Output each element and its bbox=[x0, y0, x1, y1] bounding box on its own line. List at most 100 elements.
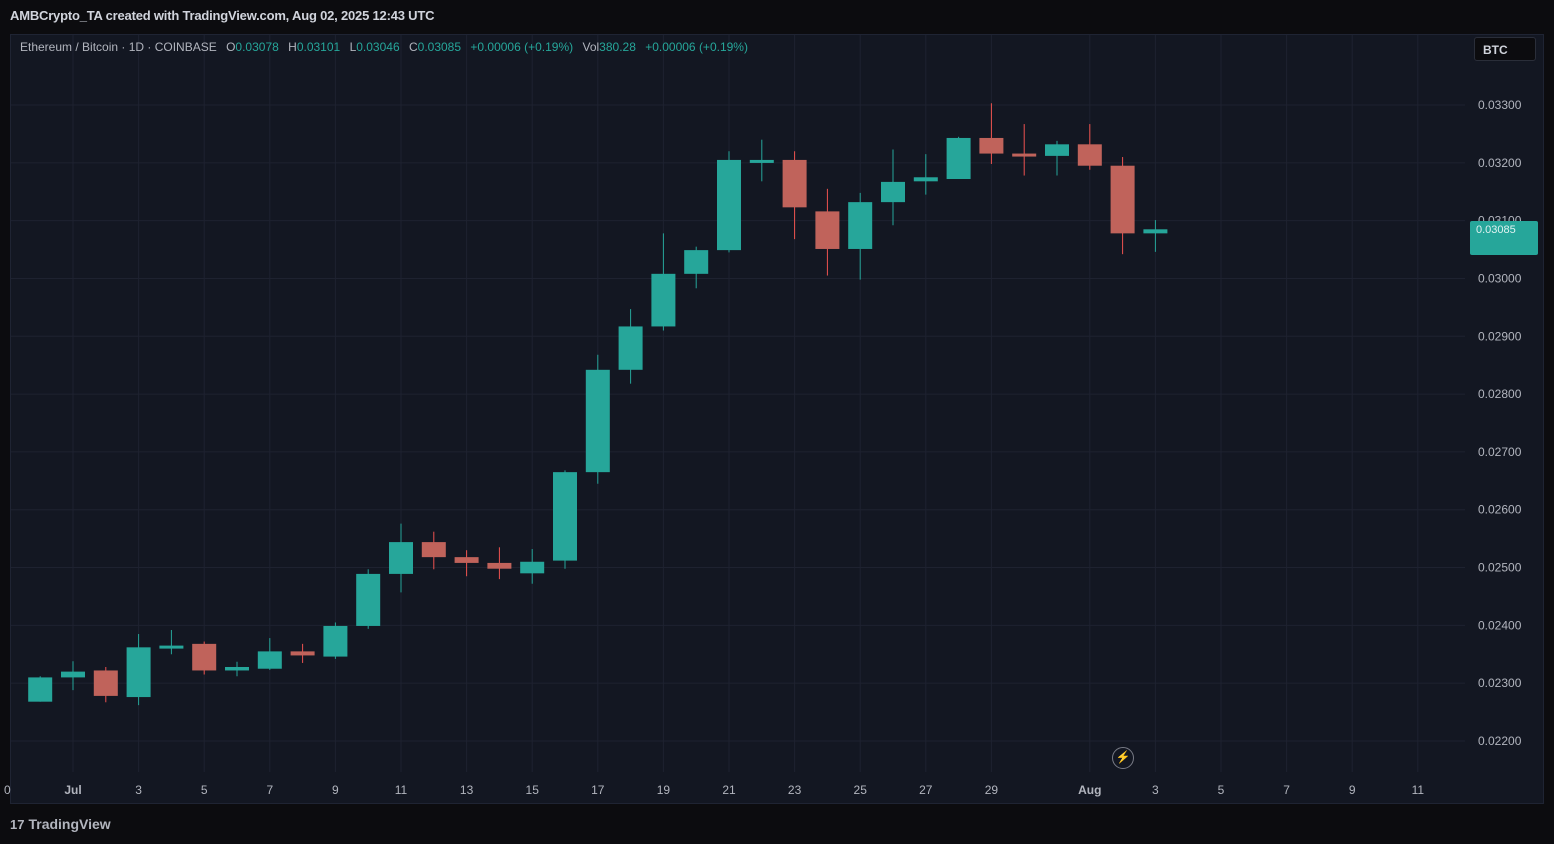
candle-body bbox=[1012, 153, 1037, 157]
time-tick-label: 29 bbox=[985, 783, 999, 797]
candle-body bbox=[290, 651, 315, 656]
price-tick-label: 0.02600 bbox=[1478, 503, 1522, 517]
change-value: +0.00006 (+0.19%) bbox=[470, 40, 574, 54]
time-tick-label: 17 bbox=[591, 783, 605, 797]
candle-body bbox=[848, 202, 873, 249]
price-tick-label: 0.03000 bbox=[1478, 271, 1522, 285]
candle-body bbox=[61, 671, 85, 678]
price-axis[interactable]: 0.033000.032000.031000.030000.029000.028… bbox=[1478, 98, 1522, 748]
candle bbox=[61, 661, 85, 691]
candle-body bbox=[1110, 165, 1135, 234]
symbol-legend: Ethereum / Bitcoin · 1D · COINBASE O0.03… bbox=[20, 40, 748, 54]
candle-body bbox=[1077, 144, 1102, 166]
candle-body bbox=[1143, 229, 1168, 234]
candle-body bbox=[159, 645, 184, 649]
time-tick-label: Jul bbox=[64, 783, 81, 797]
candle bbox=[585, 354, 610, 484]
last-price-value: 0.03085 bbox=[1476, 224, 1516, 236]
candle-body bbox=[618, 326, 643, 370]
candle-body bbox=[487, 562, 512, 569]
candle bbox=[1077, 124, 1102, 170]
candle-body bbox=[979, 137, 1004, 154]
currency-button[interactable]: BTC bbox=[1474, 37, 1536, 61]
candle bbox=[1110, 157, 1135, 255]
time-axis[interactable]: 0 Jul 3 5 7 9 11 13 15 17 19 21 23 25 27 29 Aug 3 5 7 9 11 bbox=[4, 783, 1424, 797]
price-tick-label: 0.02400 bbox=[1478, 618, 1522, 632]
candle bbox=[815, 188, 840, 276]
candle-body bbox=[323, 625, 348, 657]
time-tick-label: 27 bbox=[919, 783, 933, 797]
candle-body bbox=[389, 542, 413, 574]
last-price-tag: 0.03085 bbox=[1470, 221, 1538, 255]
candle-body bbox=[225, 666, 249, 671]
time-tick-label: 25 bbox=[854, 783, 868, 797]
candle-body bbox=[717, 159, 741, 251]
candle bbox=[421, 531, 446, 570]
candle bbox=[225, 661, 249, 677]
close-label: C bbox=[408, 40, 418, 54]
candle bbox=[618, 309, 643, 384]
time-tick-label: 3 bbox=[135, 783, 142, 797]
candle bbox=[946, 136, 971, 180]
candle-body bbox=[356, 573, 381, 626]
candle bbox=[848, 192, 873, 280]
candle bbox=[159, 629, 184, 655]
candle bbox=[520, 549, 545, 584]
price-tick-label: 0.03200 bbox=[1478, 156, 1522, 170]
candle bbox=[356, 569, 381, 629]
candle-body bbox=[946, 137, 971, 180]
price-tick-label: 0.02900 bbox=[1478, 329, 1522, 343]
candle bbox=[782, 151, 807, 240]
time-tick-label: 15 bbox=[526, 783, 540, 797]
open-label: O bbox=[226, 40, 236, 54]
volume-value: 380.28 bbox=[599, 40, 636, 54]
candle bbox=[717, 151, 741, 253]
candle-body bbox=[93, 670, 118, 696]
low-label: L bbox=[349, 40, 357, 54]
volume-change: +0.00006 (+0.19%) bbox=[645, 40, 748, 54]
candle-body bbox=[815, 211, 840, 249]
time-tick-label: 19 bbox=[657, 783, 671, 797]
high-value: 0.03101 bbox=[296, 40, 341, 54]
candle bbox=[979, 103, 1004, 164]
candle-body bbox=[126, 647, 151, 698]
candle bbox=[881, 149, 905, 226]
close-value: 0.03085 bbox=[417, 40, 462, 54]
candle-body bbox=[192, 643, 217, 671]
candle bbox=[913, 154, 938, 195]
price-tick-label: 0.02300 bbox=[1478, 676, 1522, 690]
candle-body bbox=[28, 677, 53, 702]
volume-label: Vol bbox=[582, 40, 600, 54]
candle bbox=[192, 641, 217, 675]
candle bbox=[454, 550, 479, 577]
chart-caption: AMBCrypto_TA created with TradingView.co… bbox=[10, 8, 435, 23]
candle-body bbox=[651, 273, 676, 327]
time-tick-label: 3 bbox=[1152, 783, 1159, 797]
tradingview-logo[interactable]: 17 TradingView bbox=[10, 816, 111, 832]
candle-body bbox=[553, 472, 577, 561]
time-tick-label: 5 bbox=[1218, 783, 1225, 797]
candle bbox=[749, 139, 774, 182]
candle bbox=[651, 233, 676, 331]
candle bbox=[389, 523, 413, 593]
time-tick-label: Aug bbox=[1078, 783, 1101, 797]
candle bbox=[257, 638, 282, 670]
candle-body bbox=[585, 369, 610, 473]
time-tick-label: 23 bbox=[788, 783, 802, 797]
lightning-icon[interactable]: ⚡ bbox=[1112, 747, 1134, 769]
candle bbox=[684, 246, 709, 289]
time-tick-label: 9 bbox=[332, 783, 339, 797]
time-tick-label: 21 bbox=[722, 783, 736, 797]
candle bbox=[1012, 124, 1037, 176]
candle bbox=[290, 643, 315, 663]
grid-lines bbox=[11, 35, 1465, 772]
high-label: H bbox=[288, 40, 297, 54]
candle bbox=[487, 547, 512, 580]
candle-body bbox=[782, 159, 807, 208]
candle-body bbox=[257, 651, 282, 669]
candle-body bbox=[520, 561, 545, 574]
price-tick-label: 0.02800 bbox=[1478, 387, 1522, 401]
time-tick-label: 11 bbox=[395, 783, 408, 797]
price-tick-label: 0.02200 bbox=[1478, 734, 1522, 748]
